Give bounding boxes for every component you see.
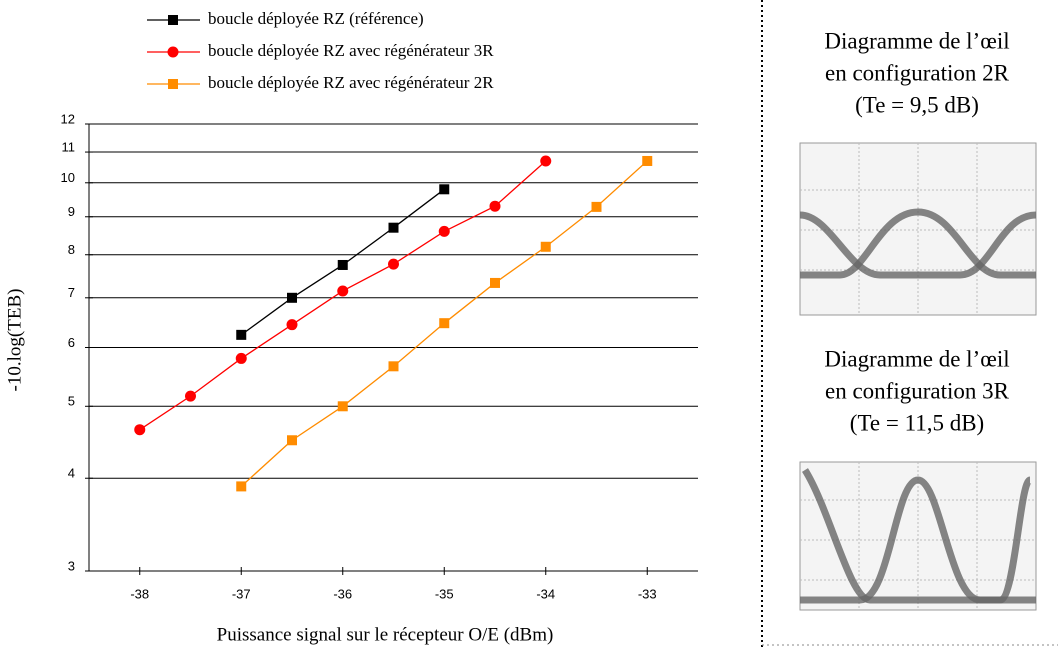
marker: [540, 155, 552, 167]
marker: [235, 352, 247, 364]
marker: [236, 329, 247, 340]
marker: [591, 201, 602, 212]
marker: [337, 259, 348, 270]
x-tick-label: -34: [536, 586, 555, 601]
x-tick-label: -37: [232, 586, 251, 601]
legend-marker: [168, 79, 178, 89]
y-tick-label: 4: [68, 466, 75, 481]
marker: [287, 435, 297, 446]
y-tick-label: 6: [68, 335, 75, 350]
x-axis-title: Puissance signal sur le récepteur O/E (d…: [217, 624, 554, 645]
marker: [540, 241, 551, 252]
y-tick-label: 8: [68, 242, 75, 257]
x-tick-label: -36: [333, 586, 352, 601]
y-axis-title: -10.log(TEB): [4, 289, 25, 392]
marker: [287, 292, 297, 303]
legend-label: boucle déployée RZ avec régénérateur 3R: [208, 41, 494, 60]
legend-marker: [167, 46, 179, 58]
marker: [134, 424, 146, 436]
y-tick-label: 9: [68, 204, 75, 219]
y-tick-label: 11: [62, 139, 76, 154]
marker: [388, 361, 399, 372]
marker: [286, 319, 298, 331]
x-tick-label: -38: [130, 586, 149, 601]
eye-diagram-title: Diagramme de l’œil: [824, 346, 1009, 371]
x-tick-label: -33: [638, 586, 657, 601]
marker: [185, 390, 196, 402]
y-tick-label: 10: [61, 170, 75, 185]
marker: [337, 285, 349, 297]
marker: [489, 200, 501, 212]
marker: [642, 155, 653, 166]
eye-diagram-title: en configuration 2R: [825, 60, 1010, 85]
legend-label: boucle déployée RZ avec régénérateur 2R: [208, 73, 494, 92]
eye-diagram-title: (Te = 11,5 dB): [850, 410, 984, 435]
marker: [439, 184, 450, 195]
eye-diagram-3r: [799, 461, 1037, 611]
marker: [438, 225, 450, 237]
y-tick-label: 5: [68, 394, 75, 409]
legend-label: boucle déployée RZ (référence): [208, 9, 424, 28]
y-tick-label: 12: [61, 111, 75, 126]
eye-diagram-title: en configuration 3R: [825, 378, 1010, 403]
eye-diagram-title: Diagramme de l’œil: [824, 28, 1009, 53]
legend-marker: [168, 15, 178, 25]
marker: [388, 258, 399, 270]
marker: [388, 222, 399, 233]
eye-diagram-title: (Te = 9,5 dB): [855, 92, 979, 117]
marker: [490, 277, 500, 288]
marker: [439, 318, 450, 329]
y-tick-label: 3: [68, 558, 75, 573]
y-tick-label: 7: [68, 285, 75, 300]
eye-diagram-2r: [799, 142, 1037, 316]
x-tick-label: -35: [435, 586, 454, 601]
marker: [337, 401, 348, 412]
marker: [236, 481, 247, 492]
